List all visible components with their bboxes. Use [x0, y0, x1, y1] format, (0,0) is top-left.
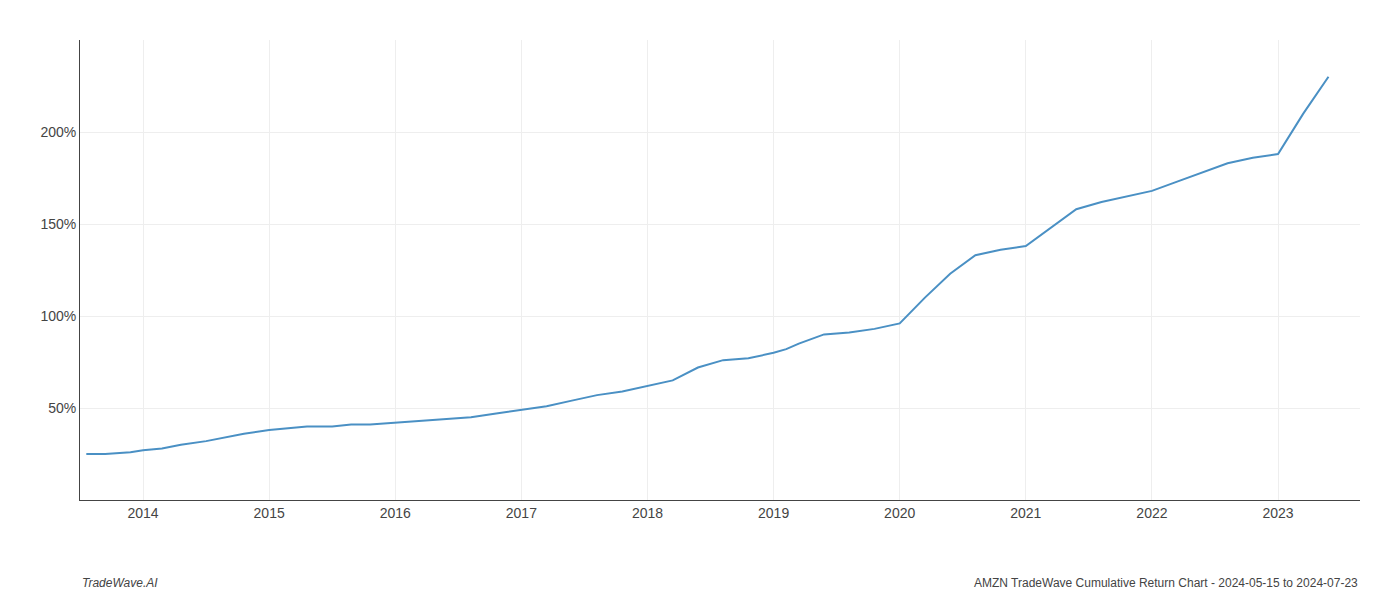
svg-text:2018: 2018: [632, 505, 663, 521]
svg-text:2017: 2017: [506, 505, 537, 521]
svg-text:2014: 2014: [127, 505, 158, 521]
svg-text:200%: 200%: [40, 124, 76, 140]
svg-text:2021: 2021: [1010, 505, 1041, 521]
svg-text:TradeWave.AI: TradeWave.AI: [82, 576, 158, 590]
svg-text:150%: 150%: [40, 216, 76, 232]
svg-text:2015: 2015: [254, 505, 285, 521]
svg-text:100%: 100%: [40, 308, 76, 324]
svg-text:2016: 2016: [380, 505, 411, 521]
svg-text:2020: 2020: [884, 505, 915, 521]
svg-text:2023: 2023: [1262, 505, 1293, 521]
svg-text:AMZN TradeWave Cumulative Retu: AMZN TradeWave Cumulative Return Chart -…: [974, 576, 1358, 590]
svg-text:2019: 2019: [758, 505, 789, 521]
svg-text:2022: 2022: [1136, 505, 1167, 521]
svg-text:50%: 50%: [48, 400, 76, 416]
